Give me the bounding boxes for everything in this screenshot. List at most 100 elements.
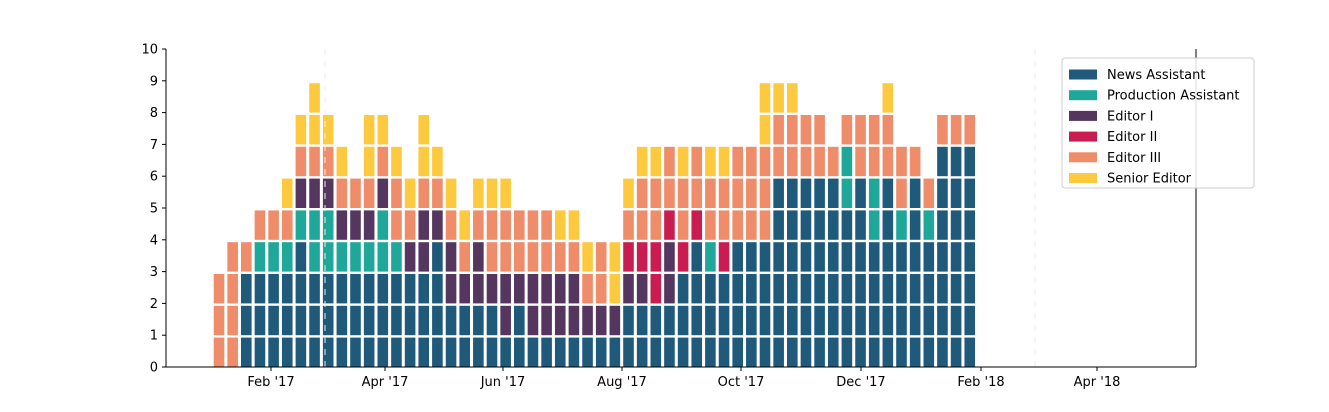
bar-block-news-assistant	[322, 305, 334, 336]
bar-block-editor-iii	[937, 115, 948, 145]
bar-block-editor-ii	[623, 242, 634, 272]
bar-block-editor-i	[541, 305, 552, 336]
bar-block-editor-iii	[827, 146, 839, 177]
legend-swatch	[1069, 173, 1097, 183]
bar-block-editor-iii	[787, 115, 798, 145]
bar-block-news-assistant	[281, 274, 293, 304]
bar-block-production-assistant	[336, 242, 348, 272]
bar-block-senior-editor	[677, 146, 689, 177]
bar-block-news-assistant	[896, 305, 907, 336]
bar-block-senior-editor	[473, 178, 484, 208]
bar-block-editor-i	[527, 274, 539, 304]
bar-block-editor-iii	[227, 242, 238, 272]
bar-block-editor-iii	[746, 210, 757, 240]
legend-swatch	[1069, 90, 1097, 101]
bar-block-news-assistant	[855, 305, 866, 336]
bar-block-news-assistant	[718, 337, 730, 367]
bar-block-news-assistant	[623, 305, 634, 336]
bar-block-editor-iii	[773, 115, 784, 145]
bar-block-production-assistant	[350, 242, 361, 272]
bar-block-news-assistant	[923, 337, 935, 367]
bar-block-news-assistant	[705, 337, 716, 367]
bar-block-editor-iii	[227, 274, 238, 304]
bar-block-senior-editor	[486, 178, 498, 208]
bar-block-senior-editor	[759, 115, 771, 145]
bar-block-editor-iii	[664, 146, 675, 177]
bar-block-editor-iii	[718, 210, 730, 240]
bar-block-news-assistant	[868, 337, 880, 367]
bar-block-news-assistant	[705, 305, 716, 336]
bar-block-editor-i	[404, 242, 416, 272]
bar-block-editor-iii	[950, 115, 962, 145]
bar-block-editor-iii	[855, 146, 866, 177]
legend-swatch	[1069, 69, 1097, 80]
bar-block-senior-editor	[636, 146, 648, 177]
bar-block-news-assistant	[691, 305, 703, 336]
bar-block-news-assistant	[363, 337, 375, 367]
bar-block-production-assistant	[868, 210, 880, 240]
bar-block-editor-iii	[500, 242, 511, 272]
bar-block-editor-iii	[254, 210, 266, 240]
bar-block-news-assistant	[937, 274, 948, 304]
bar-block-news-assistant	[882, 242, 894, 272]
bar-block-editor-iii	[650, 178, 662, 208]
bar-block-news-assistant	[732, 274, 743, 304]
bar-block-news-assistant	[377, 337, 389, 367]
bar-block-senior-editor	[787, 83, 798, 113]
bar-block-editor-iii	[227, 337, 238, 367]
bar-block-news-assistant	[336, 337, 348, 367]
bar-block-news-assistant	[787, 337, 798, 367]
bar-block-news-assistant	[691, 337, 703, 367]
bar-block-news-assistant	[295, 242, 307, 272]
bar-block-editor-iii	[404, 210, 416, 240]
bar-block-production-assistant	[377, 242, 389, 272]
bar-block-news-assistant	[418, 305, 430, 336]
bar-block-news-assistant	[677, 305, 689, 336]
bar-block-editor-iii	[800, 146, 812, 177]
bar-block-editor-ii	[691, 210, 703, 240]
bar-block-news-assistant	[950, 146, 962, 177]
bar-block-editor-ii	[650, 242, 662, 272]
bar-block-news-assistant	[882, 305, 894, 336]
bar-block-editor-iii	[636, 178, 648, 208]
bar-block-news-assistant	[514, 337, 525, 367]
bar-block-news-assistant	[923, 242, 935, 272]
bar-block-news-assistant	[746, 305, 757, 336]
bar-block-news-assistant	[473, 337, 484, 367]
bar-block-news-assistant	[950, 210, 962, 240]
bar-block-editor-iii	[336, 178, 348, 208]
bar-block-news-assistant	[636, 337, 648, 367]
bar-block-news-assistant	[814, 210, 825, 240]
bar-block-news-assistant	[937, 337, 948, 367]
bar-block-news-assistant	[432, 337, 443, 367]
bar-block-editor-iii	[391, 210, 402, 240]
bar-block-production-assistant	[841, 146, 853, 177]
bar-block-news-assistant	[923, 274, 935, 304]
bar-block-news-assistant	[814, 242, 825, 272]
bar-block-editor-iii	[896, 178, 907, 208]
bar-block-editor-iii	[514, 242, 525, 272]
y-tick-label: 8	[150, 106, 158, 121]
bar-block-news-assistant	[309, 274, 320, 304]
bar-block-editor-iii	[691, 178, 703, 208]
bar-block-editor-iii	[418, 178, 430, 208]
bar-block-production-assistant	[868, 178, 880, 208]
x-tick-label: Apr '17	[362, 375, 409, 390]
bar-block-news-assistant	[800, 210, 812, 240]
bar-block-news-assistant	[827, 242, 839, 272]
bar-block-senior-editor	[363, 146, 375, 177]
legend: News Assistant Production Assistant Editor…	[1061, 57, 1255, 189]
bar-block-senior-editor	[500, 178, 511, 208]
bar-block-news-assistant	[268, 274, 279, 304]
bar-block-production-assistant	[322, 242, 334, 272]
bar-block-senior-editor	[882, 83, 894, 113]
bar-block-news-assistant	[909, 210, 921, 240]
bar-block-editor-iii	[486, 210, 498, 240]
bar-block-news-assistant	[404, 305, 416, 336]
bar-block-production-assistant	[841, 178, 853, 208]
bar-block-production-assistant	[309, 210, 320, 240]
bar-block-news-assistant	[514, 305, 525, 336]
bar-block-news-assistant	[404, 337, 416, 367]
bar-block-news-assistant	[950, 274, 962, 304]
bar-block-editor-iii	[227, 305, 238, 336]
